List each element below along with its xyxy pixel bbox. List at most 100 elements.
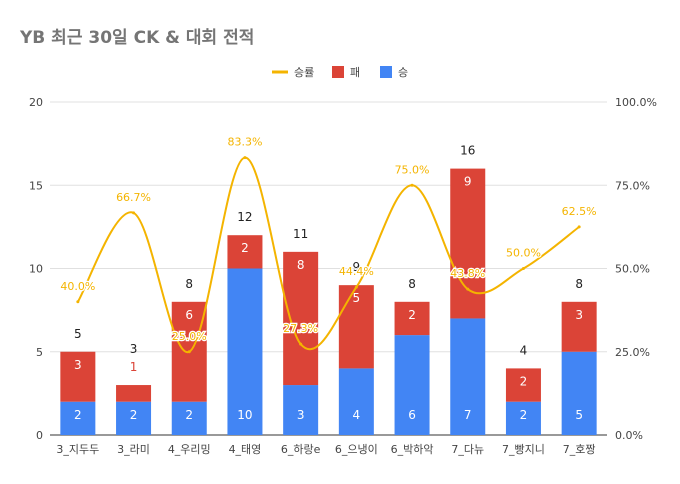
legend-label: 승 — [398, 66, 408, 79]
win-rate-point — [243, 156, 247, 160]
bar-loss-label: 2 — [408, 308, 416, 322]
bar-total-label: 8 — [575, 277, 583, 291]
bar-loss — [338, 285, 374, 369]
bar-total-label: 4 — [520, 343, 528, 357]
legend-swatch-loss — [332, 66, 344, 78]
x-tick-label: 3_라미 — [117, 443, 150, 456]
x-tick-label: 6_으냉이 — [335, 443, 378, 456]
bar-win-label: 6 — [408, 408, 416, 422]
win-rate-point — [577, 225, 581, 229]
win-rate-label: 66.7% — [116, 191, 151, 204]
bar-total-label: 8 — [408, 277, 416, 291]
win-rate-point — [76, 300, 80, 304]
win-rate-label: 27.3% — [283, 322, 318, 335]
bar-total-label: 5 — [74, 327, 82, 341]
win-rate-point — [132, 211, 136, 215]
y-left-tick-label: 10 — [29, 263, 43, 276]
win-rate-label: 43.8% — [450, 267, 485, 280]
y-right-tick-label: 0.0% — [615, 429, 643, 442]
win-rate-line — [76, 156, 580, 353]
bar-win — [394, 335, 430, 435]
bar-win — [116, 401, 152, 435]
bar-win-label: 2 — [185, 408, 193, 422]
bar-win-label: 5 — [575, 408, 583, 422]
win-rate-label: 75.0% — [395, 163, 430, 176]
bar-win — [450, 318, 486, 435]
bar-total-label: 16 — [460, 144, 475, 158]
bar-series: 2 3 5 2 1 3 2 6 8 10 2 12 3 8 11 4 5 9 6 2 8 7 9 16 2 2 4 5 3 8 — [60, 144, 597, 435]
win-rate-label: 25.0% — [172, 330, 207, 343]
x-axis: 3_지두두 3_라미 4_우리밍 4_태영 6_하랑e 6_으냉이 6_박하악 7_다뉴 7_빵… — [56, 442, 595, 456]
y-left-tick-label: 15 — [29, 179, 43, 192]
x-tick-label: 4_우리밍 — [168, 443, 211, 456]
bar-total-label: 12 — [237, 210, 252, 224]
y-right-tick-label: 75.0% — [615, 179, 650, 192]
win-rate-label: 40.0% — [60, 280, 95, 293]
y-axis-right: 0.0% 25.0% 50.0% 75.0% 100.0% — [615, 96, 657, 442]
bar-loss — [116, 385, 152, 402]
y-axis-left: 0 5 10 15 20 — [29, 96, 43, 442]
x-tick-label: 7_빵지니 — [502, 443, 545, 456]
x-tick-label: 4_태영 — [229, 443, 262, 456]
legend-label: 승률 — [294, 66, 314, 79]
bar-win — [561, 351, 597, 435]
win-rate-label: 83.3% — [227, 136, 262, 149]
x-tick-label: 7_호짱 — [563, 443, 596, 456]
bar-loss-label: 1 — [130, 360, 138, 374]
bar-loss-label: 2 — [241, 241, 249, 255]
bar-win-label: 7 — [464, 408, 472, 422]
y-left-tick-label: 20 — [29, 96, 43, 109]
legend-label: 패 — [350, 66, 360, 79]
bar-loss-label: 6 — [185, 308, 193, 322]
chart-title: YB 최근 30일 CK & 대회 전적 — [19, 28, 254, 48]
bar-loss-label: 5 — [353, 291, 361, 305]
win-rate-point — [410, 183, 414, 187]
bar-win — [171, 401, 207, 435]
bar-loss — [60, 351, 96, 402]
bar-win — [60, 401, 96, 435]
y-right-tick-label: 25.0% — [615, 346, 650, 359]
bar-total-label: 9 — [353, 260, 361, 274]
y-left-tick-label: 5 — [36, 346, 43, 359]
bar-loss-label: 3 — [575, 308, 583, 322]
x-tick-label: 6_하랑e — [281, 442, 321, 456]
win-rate-point — [466, 287, 470, 291]
bar-total-label: 8 — [185, 277, 193, 291]
win-rate-label: 50.0% — [506, 247, 541, 260]
bar-win-label: 10 — [237, 408, 252, 422]
bar-win — [338, 368, 374, 435]
win-rate-point — [521, 267, 525, 270]
bar-loss — [283, 251, 319, 386]
bar-loss — [561, 301, 597, 352]
bar-win — [283, 385, 319, 435]
legend: 승률 패 승 — [272, 66, 408, 79]
bar-win-label: 2 — [74, 408, 82, 422]
bar-total-label: 3 — [130, 342, 138, 356]
bar-loss-label: 9 — [464, 175, 472, 189]
y-left-tick-label: 0 — [36, 429, 43, 442]
bar-loss-label: 3 — [74, 358, 82, 372]
bar-loss — [394, 301, 430, 336]
bar-total-label: 11 — [293, 227, 308, 241]
bar-win-label: 2 — [130, 408, 138, 422]
win-rate-label: 44.4% — [339, 265, 374, 278]
bar-loss — [450, 168, 486, 319]
bar-win — [505, 401, 541, 435]
y-right-tick-label: 50.0% — [615, 263, 650, 276]
win-rate-point — [187, 350, 191, 354]
bar-win — [227, 268, 263, 435]
line-series: 40.0% 66.7% 25.0% 83.3% 27.3% 44.4% 75.0% 43.8%… — [59, 134, 598, 354]
legend-swatch-win — [380, 66, 392, 78]
x-tick-label: 6_박하악 — [391, 442, 434, 456]
bar-win-label: 4 — [353, 408, 361, 422]
bar-loss — [505, 368, 541, 402]
x-tick-label: 3_지두두 — [56, 443, 99, 456]
x-tick-label: 7_다뉴 — [451, 443, 484, 456]
bar-win-label: 2 — [520, 408, 528, 422]
win-rate-label: 62.5% — [562, 205, 597, 218]
win-rate-point — [354, 285, 358, 289]
win-rate-point — [299, 342, 303, 346]
bar-win-label: 3 — [297, 408, 305, 422]
